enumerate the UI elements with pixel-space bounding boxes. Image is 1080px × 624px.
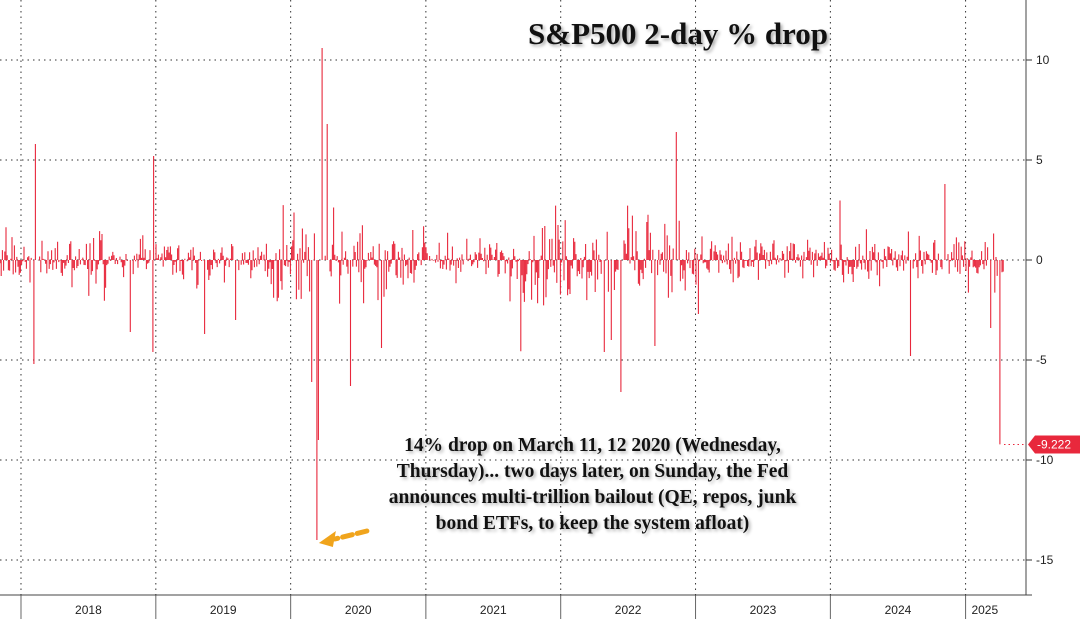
annotation-arrow	[318, 528, 370, 547]
arrow-shaft	[332, 528, 370, 542]
y-tick-label: 10	[1036, 53, 1050, 67]
x-tick-label: 2022	[615, 603, 642, 617]
x-tick-label: 2024	[885, 603, 912, 617]
x-tick-label: 2021	[480, 603, 507, 617]
x-tick-label: 2023	[750, 603, 777, 617]
chart-annotation: 14% drop on March 11, 12 2020 (Wednesday…	[330, 433, 855, 537]
last-value-tag	[1028, 435, 1080, 454]
annotation-line: 14% drop on March 11, 12 2020 (Wednesday…	[404, 435, 781, 456]
annotation-line: Thursday)... two days later, on Sunday, …	[396, 461, 789, 482]
y-tick-label: -5	[1036, 353, 1047, 367]
data-bars	[0, 48, 1004, 540]
annotation-line: bond ETFs, to keep the system afloat)	[435, 513, 750, 534]
x-tick-label: 2020	[345, 603, 372, 617]
y-tick-label: 5	[1036, 153, 1043, 167]
x-tick-label: 2018	[75, 603, 102, 617]
chart-title: S&P500 2-day % drop	[528, 16, 828, 51]
y-tick-label: -15	[1036, 553, 1054, 567]
x-tick-label: 2025	[971, 603, 998, 617]
grid-lines	[0, 0, 1026, 595]
annotation-line: announces multi-trillion bailout (QE, re…	[388, 487, 797, 508]
y-tick-label: 0	[1036, 253, 1043, 267]
x-tick-label: 2019	[210, 603, 237, 617]
last-value-label: -9.222	[1037, 437, 1071, 451]
y-tick-label: -10	[1036, 453, 1054, 467]
arrow-head	[318, 531, 336, 547]
bar-series	[0, 48, 1004, 540]
